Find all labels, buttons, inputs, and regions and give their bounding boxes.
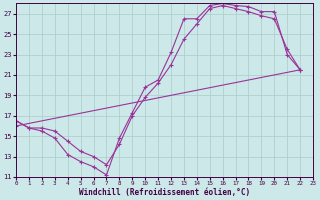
- X-axis label: Windchill (Refroidissement éolien,°C): Windchill (Refroidissement éolien,°C): [79, 188, 250, 197]
